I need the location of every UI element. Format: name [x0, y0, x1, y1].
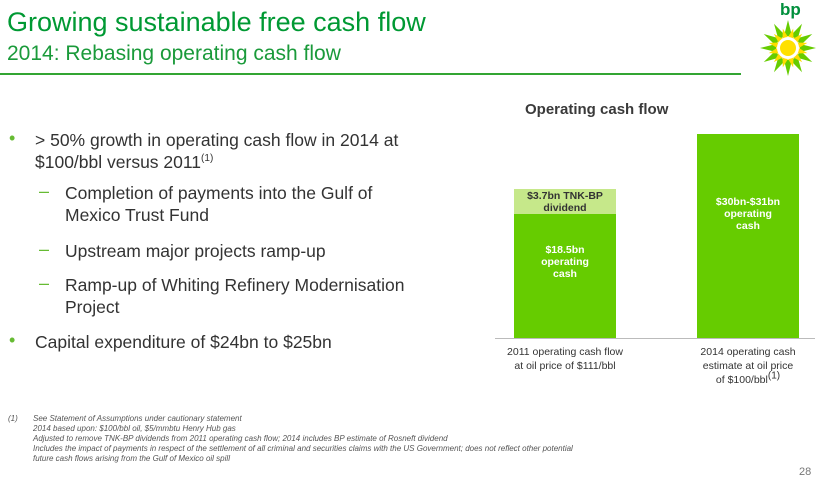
bar-value-label: $30bn-$31bn operating cash — [715, 195, 781, 232]
bullet-capex: Capital expenditure of $24bn to $25bn — [35, 332, 332, 352]
sub-bullet-upstream: Upstream major projects ramp-up — [65, 241, 326, 261]
footnote-line: Adjusted to remove TNK-BP dividends from… — [33, 434, 448, 443]
bullet-growth: > 50% growth in operating cash flow in 2… — [35, 129, 398, 173]
footnote-line: 2014 based upon: $100/bbl oil, $5/mmbtu … — [33, 424, 236, 433]
page-number: 28 — [799, 466, 812, 478]
bullet-marker: • — [9, 128, 16, 148]
bp-logo-text: bp — [780, 0, 801, 19]
x-axis-category-label: 2011 operating cash flow at oil price of … — [507, 346, 623, 372]
footnote-line: Includes the impact of payments in respe… — [33, 444, 573, 453]
bullet-growth-line2: $100/bbl versus 2011(1) — [35, 152, 214, 172]
page-title: Growing sustainable free cash flow — [7, 7, 426, 37]
footnote-ref: (1) — [201, 153, 214, 165]
sub-bullet-whiting: Ramp-up of Whiting Refinery Modernisatio… — [65, 275, 405, 317]
bullet-growth-line1: > 50% growth in operating cash flow in 2… — [35, 130, 399, 150]
bar-operating-cash — [697, 133, 799, 338]
bar-operating-cash — [514, 214, 616, 338]
sub-bullet-gulf: Completion of payments into the Gulf of … — [65, 183, 373, 225]
bar-tnk-bp-dividend — [514, 189, 616, 215]
bullet-marker: • — [9, 330, 16, 350]
bp-helios-logo-icon — [760, 20, 816, 76]
dash-marker: – — [39, 273, 50, 293]
dash-marker: – — [39, 239, 50, 259]
bar-value-label: $18.5bn operating cash — [541, 244, 589, 281]
title-divider — [0, 73, 741, 75]
footnote-line: See Statement of Assumptions under cauti… — [33, 414, 242, 423]
footnote-line: future cash flows arising from the Gulf … — [33, 454, 230, 463]
x-axis-category-label: 2014 operating cash estimate at oil price… — [700, 346, 796, 386]
chart-title: Operating cash flow — [525, 101, 669, 118]
dash-marker: – — [39, 181, 50, 201]
page-subtitle: 2014: Rebasing operating cash flow — [7, 42, 341, 65]
chart-baseline — [495, 338, 815, 339]
footnote-marker: (1) — [8, 414, 18, 423]
dividend-label: $3.7bn TNK-BP dividend — [527, 190, 603, 215]
